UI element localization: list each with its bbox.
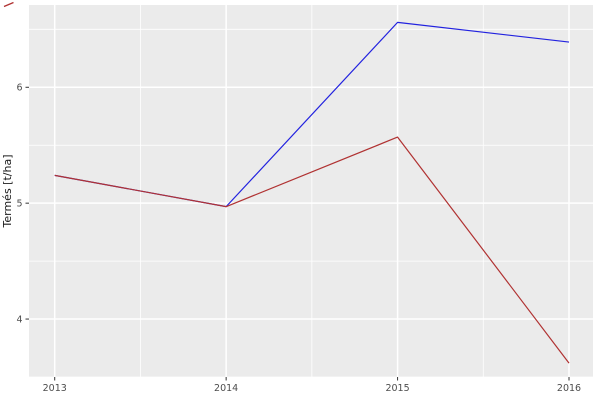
- x-axis-tick-label: 2015: [385, 383, 409, 394]
- y-axis-tick-label: 4: [16, 314, 22, 325]
- minor-gridlines: [29, 5, 593, 378]
- axis-tick-labels: 2013 2014 2015 2016 4 5 6: [16, 83, 581, 394]
- x-axis-tick-label: 2014: [214, 383, 238, 394]
- x-axis-tick-label: 2016: [557, 383, 581, 394]
- major-gridlines: [29, 5, 593, 377]
- plot-panel-background: [29, 5, 593, 377]
- y-axis-tick-label: 5: [16, 199, 22, 210]
- data-series-lines: [54, 21, 570, 364]
- y-axis-tick-label: 6: [16, 83, 22, 94]
- stray-red-line-artifact: [3, 1, 14, 8]
- axis-tick-marks: [25, 86, 570, 381]
- red-series-line: [54, 136, 570, 364]
- x-axis-tick-label: 2013: [43, 383, 67, 394]
- y-axis-title: Termés [t/ha]: [1, 155, 14, 229]
